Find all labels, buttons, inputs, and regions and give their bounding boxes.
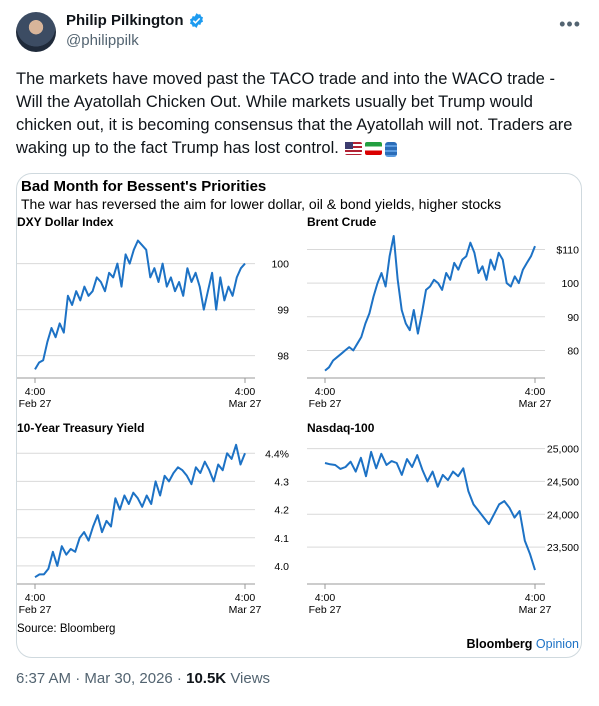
x-tick-label: 4:00 — [25, 386, 46, 398]
x-tick-label: Feb 27 — [19, 398, 52, 410]
y-tick-label: 4.4% — [265, 448, 289, 460]
series-line — [324, 450, 536, 571]
x-tick-label: Feb 27 — [309, 604, 342, 616]
y-tick-label: 99 — [277, 305, 289, 317]
y-tick-label: 80 — [567, 345, 579, 357]
chart-treasury: 10-Year Treasury Yield 4.0 4.1 4.2 4.3 4.4% 4:… — [17, 421, 289, 616]
tweet-body: The markets have moved past the TACO tra… — [16, 70, 573, 157]
brand-suffix: Opinion — [535, 637, 579, 651]
y-tick-label: 4.2 — [274, 505, 289, 517]
chart-nasdaq: Nasdaq-10023,50024,00024,50025,0004:00Fe… — [307, 421, 579, 616]
series-line — [34, 239, 246, 370]
tweet-text: The markets have moved past the TACO tra… — [16, 68, 586, 160]
tweet-meta: 6:37 AM · Mar 30, 2026 · 10.5K Views — [16, 670, 271, 687]
x-tick-label: Mar 27 — [229, 604, 262, 616]
views-label: Views — [230, 670, 271, 687]
y-tick-label: 100 — [271, 259, 289, 271]
x-tick-label: Feb 27 — [19, 604, 52, 616]
y-tick-label: 98 — [277, 351, 289, 363]
emoji-row — [345, 142, 398, 157]
x-tick-label: 4:00 — [235, 592, 256, 604]
y-tick-label: $110 — [556, 244, 579, 256]
y-tick-label: 24,000 — [547, 509, 579, 521]
chart-panel-treasury: 10-Year Treasury Yield 4.0 4.1 4.2 4.3 4.4% 4:… — [17, 421, 292, 616]
author-name[interactable]: Philip Pilkington — [66, 12, 205, 29]
y-tick-label: 100 — [561, 278, 579, 290]
y-tick-label: 25,000 — [547, 444, 579, 456]
chart-panel-brent: Brent Crude 80 90 100 $110 4:00 Feb 27 4:00 Mar … — [307, 215, 581, 410]
tweet-timestamp[interactable]: 6:37 AM · Mar 30, 2026 — [16, 670, 173, 687]
x-tick-label: 4:00 — [315, 386, 336, 398]
x-tick-label: Feb 27 — [309, 398, 342, 410]
figure-subtitle: The war has reversed the aim for lower d… — [21, 196, 502, 212]
author-handle[interactable]: @philippilk — [66, 32, 139, 49]
chart-panel-nasdaq: Nasdaq-100 23,500 24,000 24,500 25,000 4:00 Fe… — [307, 421, 581, 616]
x-tick-label: Mar 27 — [519, 398, 552, 410]
series-line — [34, 443, 246, 579]
brand-name: Bloomberg — [466, 637, 533, 651]
more-options-icon[interactable]: ••• — [559, 14, 581, 34]
x-tick-label: 4:00 — [315, 592, 336, 604]
figure-brand: Bloomberg Opinion — [466, 637, 579, 651]
author-name-text[interactable]: Philip Pilkington — [66, 12, 184, 29]
x-tick-label: Mar 27 — [229, 398, 262, 410]
y-tick-label: 4.1 — [274, 533, 289, 545]
y-tick-label: 24,500 — [547, 476, 579, 488]
x-tick-label: 4:00 — [25, 592, 46, 604]
chart-panel-dxy: DXY Dollar Index 98 99 100 4:00 Feb 27 4:00 Mar… — [17, 215, 292, 410]
y-tick-label: 4.3 — [274, 476, 289, 488]
panel-title: DXY Dollar Index — [17, 215, 114, 229]
panel-title: Nasdaq-100 — [307, 421, 375, 435]
y-tick-label: 90 — [567, 312, 579, 324]
iran-flag-icon — [365, 142, 383, 155]
y-tick-label: 23,500 — [547, 542, 579, 554]
us-flag-icon — [345, 142, 363, 155]
x-tick-label: 4:00 — [235, 386, 256, 398]
chart-card[interactable]: Bad Month for Bessent's Priorities The w… — [16, 173, 582, 658]
x-tick-label: Mar 27 — [519, 604, 552, 616]
panel-title: Brent Crude — [307, 215, 377, 229]
x-tick-label: 4:00 — [525, 386, 546, 398]
view-count: 10.5K — [186, 670, 227, 687]
panel-title: 10-Year Treasury Yield — [17, 421, 144, 435]
oil-barrel-icon — [385, 142, 398, 157]
figure-title: Bad Month for Bessent's Priorities — [21, 178, 267, 195]
verified-badge-icon — [189, 13, 203, 28]
y-tick-label: 4.0 — [274, 561, 289, 573]
avatar[interactable] — [16, 12, 56, 52]
series-line — [324, 235, 536, 372]
figure-source: Source: Bloomberg — [17, 623, 116, 635]
x-tick-label: 4:00 — [525, 592, 546, 604]
